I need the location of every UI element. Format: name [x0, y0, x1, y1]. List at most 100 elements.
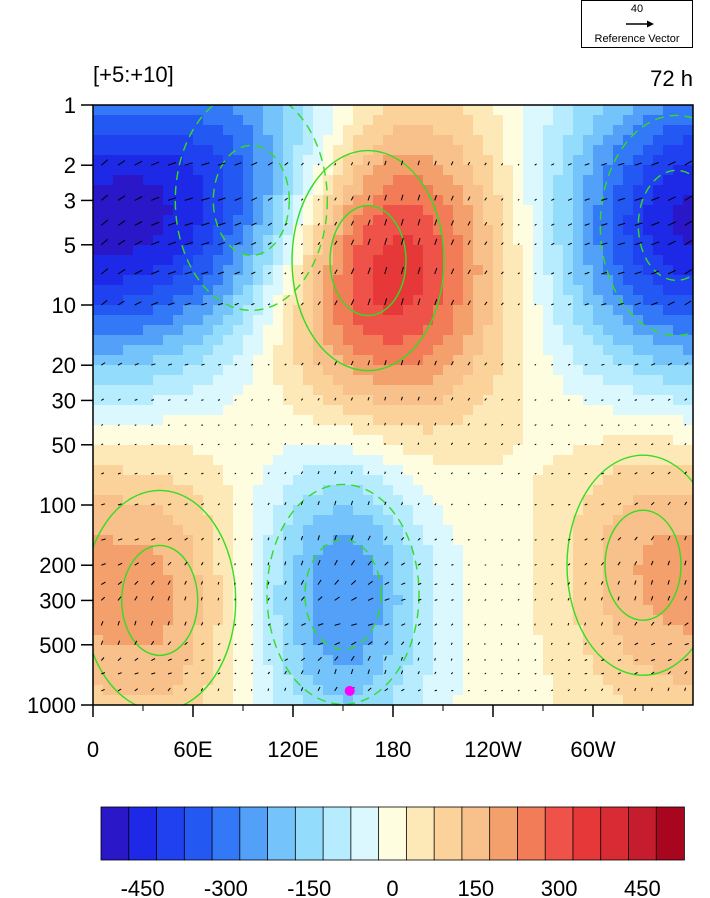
field-cell: [483, 285, 494, 296]
field-cell: [253, 505, 264, 516]
field-cell: [173, 135, 184, 146]
field-cell: [393, 105, 404, 116]
field-cell: [373, 435, 384, 446]
field-cell: [673, 575, 684, 586]
field-cell: [243, 265, 254, 276]
field-cell: [303, 675, 314, 686]
field-cell: [533, 675, 544, 686]
field-cell: [223, 285, 234, 296]
field-cell: [313, 215, 324, 226]
field-cell: [323, 545, 334, 556]
field-cell: [653, 195, 664, 206]
field-cell: [673, 675, 684, 686]
field-cell: [423, 155, 434, 166]
wind-vector: [167, 302, 175, 306]
field-cell: [423, 505, 434, 516]
field-cell: [613, 385, 624, 396]
field-cell: [623, 125, 634, 136]
field-cell: [453, 125, 464, 136]
field-cell: [483, 275, 494, 286]
field-cell: [263, 505, 274, 516]
x-tick-label: 180: [375, 737, 412, 762]
wind-vector: [234, 643, 237, 646]
field-cell: [413, 635, 424, 646]
field-cell: [523, 315, 534, 326]
field-cell: [663, 675, 674, 686]
wind-vector: [450, 623, 454, 626]
field-cell: [473, 645, 484, 656]
field-cell: [173, 215, 184, 226]
field-cell: [533, 325, 544, 336]
field-cell: [613, 345, 624, 356]
wind-vector: [617, 580, 620, 585]
field-cell: [593, 125, 604, 136]
field-cell: [333, 165, 344, 176]
field-cell: [193, 535, 204, 546]
field-cell: [563, 275, 574, 286]
wind-vector: [517, 598, 520, 601]
wind-vector: [517, 689, 520, 692]
field-cell: [383, 165, 394, 176]
field-cell: [603, 635, 614, 646]
field-cell: [653, 165, 664, 176]
field-cell: [663, 565, 674, 576]
field-cell: [403, 275, 414, 286]
field-cell: [133, 115, 144, 126]
field-cell: [413, 665, 424, 676]
field-cell: [603, 385, 614, 396]
field-cell: [283, 395, 294, 406]
field-cell: [443, 185, 454, 196]
field-cell: [353, 145, 364, 156]
field-cell: [483, 675, 494, 686]
wind-vector: [667, 362, 673, 366]
wind-vector: [217, 643, 221, 646]
field-cell: [383, 305, 394, 316]
field-cell: [163, 205, 174, 216]
field-cell: [93, 565, 104, 576]
field-cell: [443, 405, 454, 416]
field-cell: [363, 495, 374, 506]
field-cell: [213, 305, 224, 316]
field-cell: [493, 405, 504, 416]
wind-vector: [551, 399, 553, 401]
wind-vector: [217, 581, 220, 585]
field-cell: [303, 645, 314, 656]
field-cell: [683, 645, 693, 656]
field-cell: [483, 695, 494, 705]
wind-vector: [317, 270, 321, 275]
field-cell: [213, 415, 224, 426]
field-cell: [683, 325, 693, 336]
field-cell: [153, 185, 164, 196]
field-cell: [353, 425, 364, 436]
field-cell: [583, 425, 594, 436]
field-cell: [293, 475, 304, 486]
field-cell: [383, 385, 394, 396]
wind-vector: [467, 422, 470, 426]
field-cell: [113, 565, 124, 576]
field-cell: [433, 545, 444, 556]
field-cell: [613, 475, 624, 486]
field-cell: [673, 395, 684, 406]
wind-vector: [650, 621, 655, 626]
field-cell: [283, 415, 294, 426]
field-cell: [443, 635, 454, 646]
field-cell: [353, 555, 364, 566]
field-cell: [433, 505, 444, 516]
field-cell: [613, 285, 624, 296]
field-cell: [453, 305, 464, 316]
wind-vector: [184, 687, 187, 692]
field-cell: [483, 485, 494, 496]
field-cell: [613, 495, 624, 506]
field-cell: [683, 285, 693, 296]
field-cell: [573, 135, 584, 146]
field-cell: [293, 325, 304, 336]
field-cell: [503, 215, 514, 226]
field-cell: [433, 435, 444, 446]
field-cell: [613, 355, 624, 366]
field-cell: [223, 375, 234, 386]
wind-vector: [300, 535, 304, 541]
field-cell: [103, 505, 114, 516]
field-cell: [463, 175, 474, 186]
wind-vector: [584, 659, 588, 662]
field-cell: [363, 545, 374, 556]
